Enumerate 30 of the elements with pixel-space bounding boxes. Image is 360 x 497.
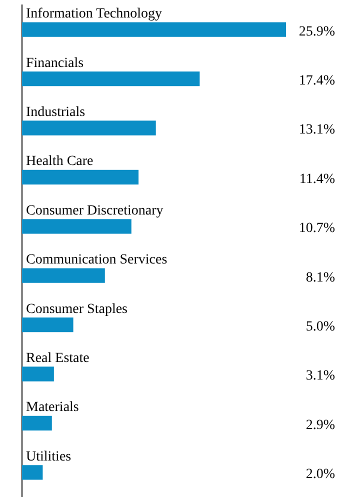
bar	[22, 170, 139, 185]
data-label: 2.9%	[306, 418, 336, 433]
y-tick-label: Materials	[26, 400, 79, 416]
y-tick-label: Communication Services	[26, 252, 168, 268]
bar	[22, 120, 156, 136]
data-label: 13.1%	[298, 122, 336, 138]
data-label: 5.0%	[306, 319, 336, 334]
bar	[22, 465, 43, 480]
y-tick-label: Information Technology	[26, 6, 162, 22]
y-tick-label: Utilities	[26, 449, 72, 464]
data-label: 25.9%	[298, 24, 336, 40]
y-tick-label: Consumer Staples	[26, 302, 128, 317]
bar	[22, 366, 54, 382]
bar	[22, 268, 105, 283]
y-tick-label: Health Care	[26, 154, 94, 170]
bar	[22, 22, 286, 37]
y-tick-label: Consumer Discretionary	[26, 203, 164, 218]
bar	[22, 71, 200, 86]
bar	[22, 317, 74, 332]
y-tick-label: Industrials	[26, 105, 86, 120]
bar	[22, 219, 132, 234]
y-tick-label: Financials	[26, 56, 84, 71]
y-tick-label: Real Estate	[26, 351, 90, 366]
data-label: 17.4%	[298, 73, 336, 88]
data-label: 11.4%	[299, 172, 336, 187]
data-label: 2.0%	[306, 467, 336, 482]
bar	[22, 416, 52, 431]
data-label: 3.1%	[306, 368, 336, 384]
data-label: 10.7%	[298, 221, 336, 236]
data-label: 8.1%	[306, 270, 336, 286]
